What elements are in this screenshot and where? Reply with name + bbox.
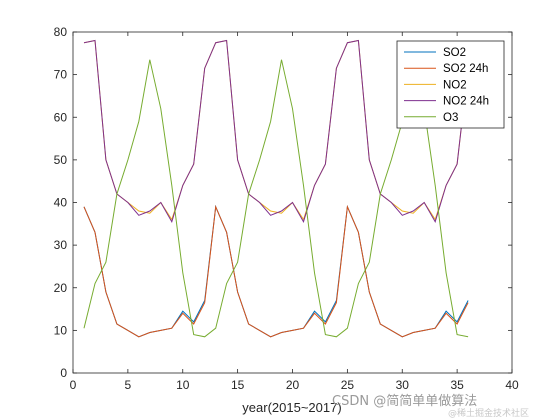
y-tick-label: 10 — [54, 323, 68, 337]
x-tick-label: 35 — [450, 378, 464, 392]
y-tick-label: 30 — [54, 238, 68, 252]
legend-entry-label: O3 — [443, 112, 458, 124]
x-tick-label: 20 — [286, 378, 300, 392]
legend-entry-label: NO2 — [443, 79, 467, 91]
x-tick-label: 25 — [341, 378, 355, 392]
x-tick-label: 5 — [125, 378, 132, 392]
y-tick-label: 80 — [54, 25, 68, 39]
y-tick-label: 40 — [54, 196, 68, 210]
legend-entry-label: SO2 24h — [443, 63, 488, 75]
y-tick-label: 0 — [60, 366, 67, 380]
series-line-no2-24h — [83, 39, 469, 223]
x-tick-label: 10 — [176, 378, 190, 392]
series-line-so2-24h — [83, 204, 469, 338]
x-tick-label: 0 — [70, 378, 77, 392]
y-tick-label: 20 — [54, 281, 68, 295]
y-tick-label: 50 — [54, 153, 68, 167]
x-axis-label: year(2015~2017) — [242, 400, 341, 415]
legend-entry-label: NO2 24h — [443, 96, 489, 108]
ticks-layer: 0 5 10 15 20 25 30 35 40 0 10 20 30 40 50 60 70 80 — [54, 25, 519, 392]
x-tick-label: 40 — [505, 378, 519, 392]
y-tick-label: 70 — [54, 68, 68, 82]
watermark-text: CSDN @简简单单做算法 — [332, 393, 477, 409]
x-tick-label: 30 — [396, 378, 410, 392]
y-tick-label: 60 — [54, 110, 68, 124]
legend: SO2 SO2 24h NO2 NO2 24h O3 — [396, 40, 505, 129]
series-line-no2 — [83, 39, 469, 221]
x-tick-label: 15 — [231, 378, 245, 392]
watermark-subtext: @稀土掘金技术社区 — [448, 407, 529, 419]
legend-entry-label: SO2 — [443, 47, 466, 59]
